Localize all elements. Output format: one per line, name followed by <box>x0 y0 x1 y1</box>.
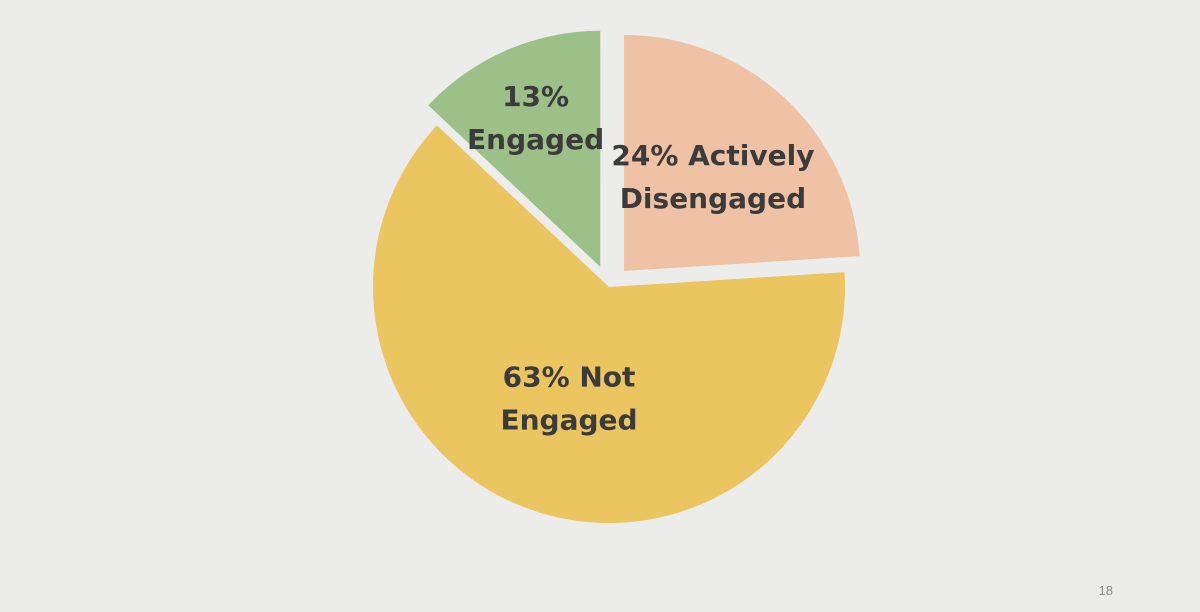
pie-label-line: Engaged <box>467 123 604 156</box>
pie-label-line: 24% Actively <box>611 139 814 172</box>
pie-label-actively-disengaged: 24% Actively Disengaged <box>611 139 814 215</box>
pie-label-not-engaged: 63% Not Engaged <box>500 361 637 437</box>
page-number: 18 <box>1098 583 1113 598</box>
pie-label-line: Engaged <box>500 404 637 437</box>
pie-label-line: 13% <box>502 80 569 113</box>
pie-slice-actively-disengaged <box>624 34 860 271</box>
pie-label-engaged: 13% Engaged <box>467 80 604 156</box>
pie-slice-not-engaged <box>372 125 845 524</box>
pie-label-line: 63% Not <box>503 361 636 394</box>
pie-slice-engaged <box>428 30 601 267</box>
pie-label-line: Disengaged <box>620 182 806 215</box>
